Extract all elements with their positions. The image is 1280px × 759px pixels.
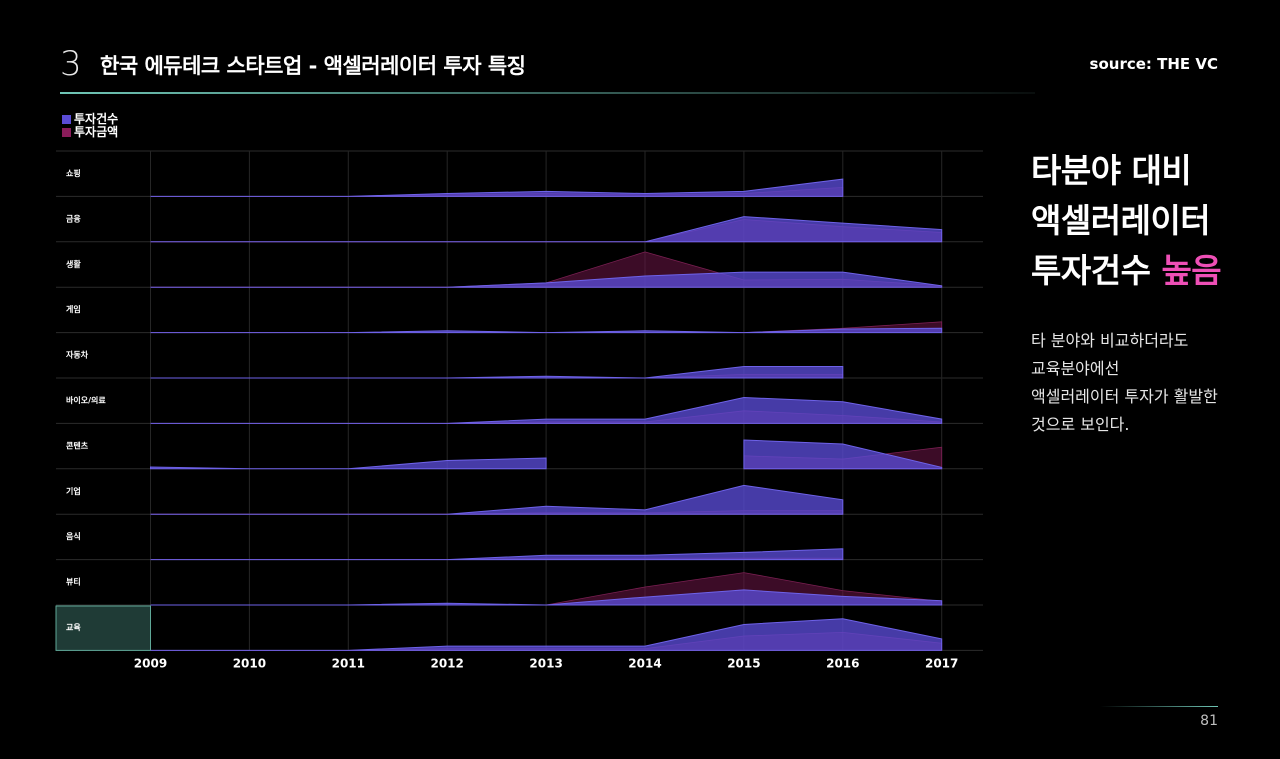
desc-line-4: 것으로 보인다. — [1031, 415, 1130, 434]
count-area — [150, 548, 844, 561]
source-label: source: THE VC — [1089, 55, 1218, 73]
legend-item-count: 투자건수 — [62, 113, 118, 126]
headline-line-1: 타분야 대비 — [1031, 151, 1192, 190]
x-tick-label: 2014 — [628, 656, 661, 670]
category-label: 자동차 — [66, 350, 89, 360]
x-tick-label: 2016 — [826, 656, 859, 670]
category-label: 음식 — [66, 531, 81, 541]
count-area — [150, 271, 943, 288]
count-area — [150, 457, 547, 470]
highlighted-row-marker — [55, 605, 151, 651]
header-divider — [60, 92, 1035, 94]
side-description: 타 분야와 비교하더라도 교육분야에선 액셀러레이터 투자가 활발한 것으로 보… — [1031, 327, 1218, 439]
legend-swatch-amount — [62, 128, 71, 137]
count-area — [150, 589, 943, 606]
legend-item-amount: 투자금액 — [62, 126, 118, 139]
category-label: 콘텐츠 — [66, 440, 89, 450]
chart-legend: 투자건수 투자금액 — [62, 113, 118, 139]
category-label: 금융 — [66, 213, 81, 223]
count-area — [150, 484, 844, 515]
footer-divider — [1100, 706, 1218, 707]
legend-label-count: 투자건수 — [74, 112, 119, 126]
category-label: 교육 — [66, 622, 81, 632]
x-tick-label: 2009 — [134, 656, 167, 670]
page-title: 한국 에듀테크 스타트업 - 액셀러레이터 투자 특징 — [100, 54, 526, 78]
desc-line-1: 타 분야와 비교하더라도 — [1031, 331, 1189, 350]
x-tick-label: 2012 — [430, 656, 463, 670]
desc-line-2: 교육분야에선 — [1031, 359, 1120, 378]
count-area — [150, 327, 943, 334]
headline-line-2: 액셀러레이터 — [1031, 201, 1211, 240]
headline-line-3: 투자건수 높음 — [1031, 246, 1222, 296]
legend-swatch-count — [62, 115, 71, 124]
count-area — [150, 216, 943, 243]
x-tick-label: 2015 — [727, 656, 760, 670]
category-label: 바이오/의료 — [66, 395, 106, 405]
x-tick-label: 2017 — [925, 656, 958, 670]
category-label: 게임 — [66, 304, 81, 314]
desc-line-3: 액셀러레이터 투자가 활발한 — [1031, 387, 1218, 406]
count-area — [150, 365, 844, 379]
count-area — [150, 178, 844, 197]
headline-line-3-text: 투자건수 — [1031, 251, 1162, 290]
count-area — [743, 439, 943, 470]
x-tick-label: 2010 — [233, 656, 266, 670]
count-area — [150, 396, 943, 424]
legend-label-amount: 투자금액 — [74, 125, 119, 139]
category-label: 기업 — [66, 486, 81, 496]
category-label: 쇼핑 — [66, 168, 81, 178]
page-number: 81 — [1200, 713, 1218, 729]
x-tick-label: 2011 — [332, 656, 365, 670]
category-label: 생활 — [66, 259, 81, 269]
side-headline: 타분야 대비 액셀러레이터 투자건수 높음 — [1031, 146, 1222, 296]
section-number: 3 — [60, 44, 82, 84]
category-label: 뷰티 — [66, 577, 81, 587]
headline-highlight: 높음 — [1161, 251, 1222, 290]
x-tick-label: 2013 — [529, 656, 562, 670]
count-area — [150, 618, 943, 651]
